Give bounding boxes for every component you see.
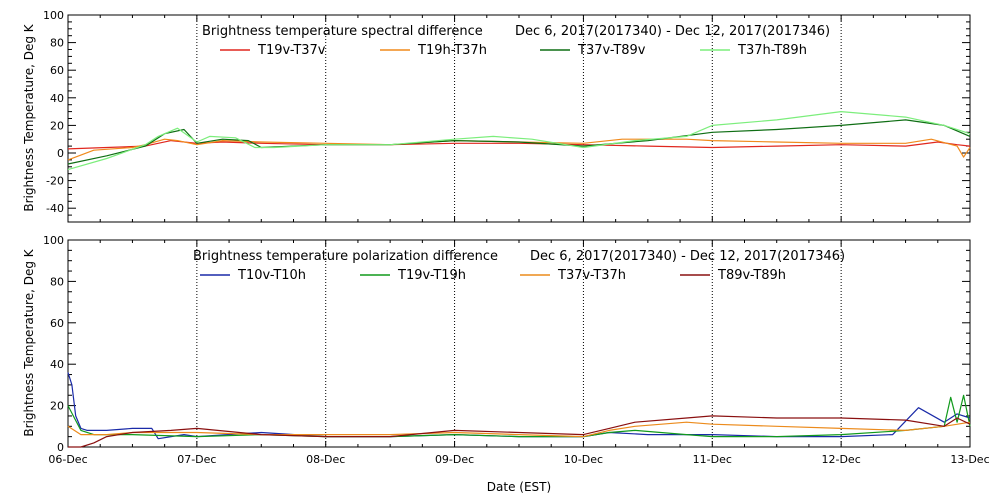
y-tick-label: 100: [43, 234, 64, 247]
x-tick-labels: 06-Dec 07-Dec 08-Dec 09-Dec 10-Dec 11-De…: [48, 453, 989, 466]
series-lines: [67, 110, 971, 171]
y-tick-label: 0: [57, 147, 64, 160]
legend: T19v-T37v T19h-T37h T37v-T89v T37h-T89h: [220, 43, 807, 58]
y-tick-label: 80: [50, 275, 64, 288]
y-axis-label: Brightness Temperature, Deg K: [22, 23, 36, 211]
y-tick-label: -40: [46, 202, 64, 215]
x-axis-label: Date (EST): [487, 480, 551, 494]
chart-date-range: Dec 6, 2017(2017340) - Dec 12, 2017(2017…: [515, 24, 830, 39]
x-tick-label: 11-Dec: [693, 453, 732, 466]
legend-label-t37h-t89h: T37h-T89h: [737, 43, 807, 58]
y-tick-label: 40: [50, 92, 64, 105]
y-tick-label: 100: [43, 9, 64, 22]
y-axis-label: Brightness Temperature, Deg K: [22, 248, 36, 436]
chart-title: Brightness temperature polarization diff…: [193, 249, 498, 264]
chart-title: Brightness temperature spectral differen…: [202, 24, 483, 39]
x-tick-label: 09-Dec: [435, 453, 474, 466]
series-lines: [67, 372, 971, 448]
legend-label-t89v-t89h: T89v-T89h: [717, 268, 786, 283]
spectral-difference-panel: -40 -20 0 20 40 60 80 100 Brightness temperatur…: [22, 9, 971, 223]
y-tick-label: 0: [57, 441, 64, 454]
x-tick-label: 07-Dec: [177, 453, 216, 466]
series-line-t37h-t89h: [67, 110, 971, 171]
axis-ticks: [67, 14, 971, 223]
x-tick-label: 06-Dec: [48, 453, 87, 466]
legend-label-t19v-t37v: T19v-T37v: [257, 43, 326, 58]
x-tick-label: 13-Dec: [950, 453, 989, 466]
axis-ticks: [67, 239, 971, 448]
legend-label-t37v-t37h: T37v-T37h: [557, 268, 626, 283]
legend-label-t19h-t37h: T19h-T37h: [417, 43, 487, 58]
y-tick-label: 20: [50, 400, 64, 413]
y-tick-labels: -40 -20 0 20 40 60 80 100: [43, 9, 64, 215]
plot-frame: [67, 14, 971, 223]
legend: T10v-T10h T19v-T19h T37v-T37h T89v-T89h: [200, 268, 786, 283]
legend-label-t10v-t10h: T10v-T10h: [237, 268, 306, 283]
x-tick-label: 08-Dec: [306, 453, 345, 466]
series-line-t19v-t37v: [67, 140, 971, 150]
x-tick-label: 12-Dec: [822, 453, 861, 466]
y-tick-label: -20: [46, 175, 64, 188]
y-tick-label: 20: [50, 119, 64, 132]
y-tick-label: 80: [50, 37, 64, 50]
y-tick-label: 40: [50, 358, 64, 371]
y-tick-labels: 0 20 40 60 80 100: [43, 234, 64, 454]
y-tick-label: 60: [50, 64, 64, 77]
polarization-difference-panel: 0 20 40 60 80 100 Brightness temperature pola…: [22, 234, 971, 454]
plot-frame: [67, 239, 971, 448]
x-tick-label: 10-Dec: [564, 453, 603, 466]
y-tick-label: 60: [50, 317, 64, 330]
legend-label-t19v-t19h: T19v-T19h: [397, 268, 466, 283]
chart-date-range: Dec 6, 2017(2017340) - Dec 12, 2017(2017…: [530, 249, 845, 264]
series-line-t89v-t89h: [68, 415, 971, 448]
series-line-t19v-t19h: [67, 394, 971, 438]
legend-label-t37v-t89v: T37v-T89v: [577, 43, 646, 58]
